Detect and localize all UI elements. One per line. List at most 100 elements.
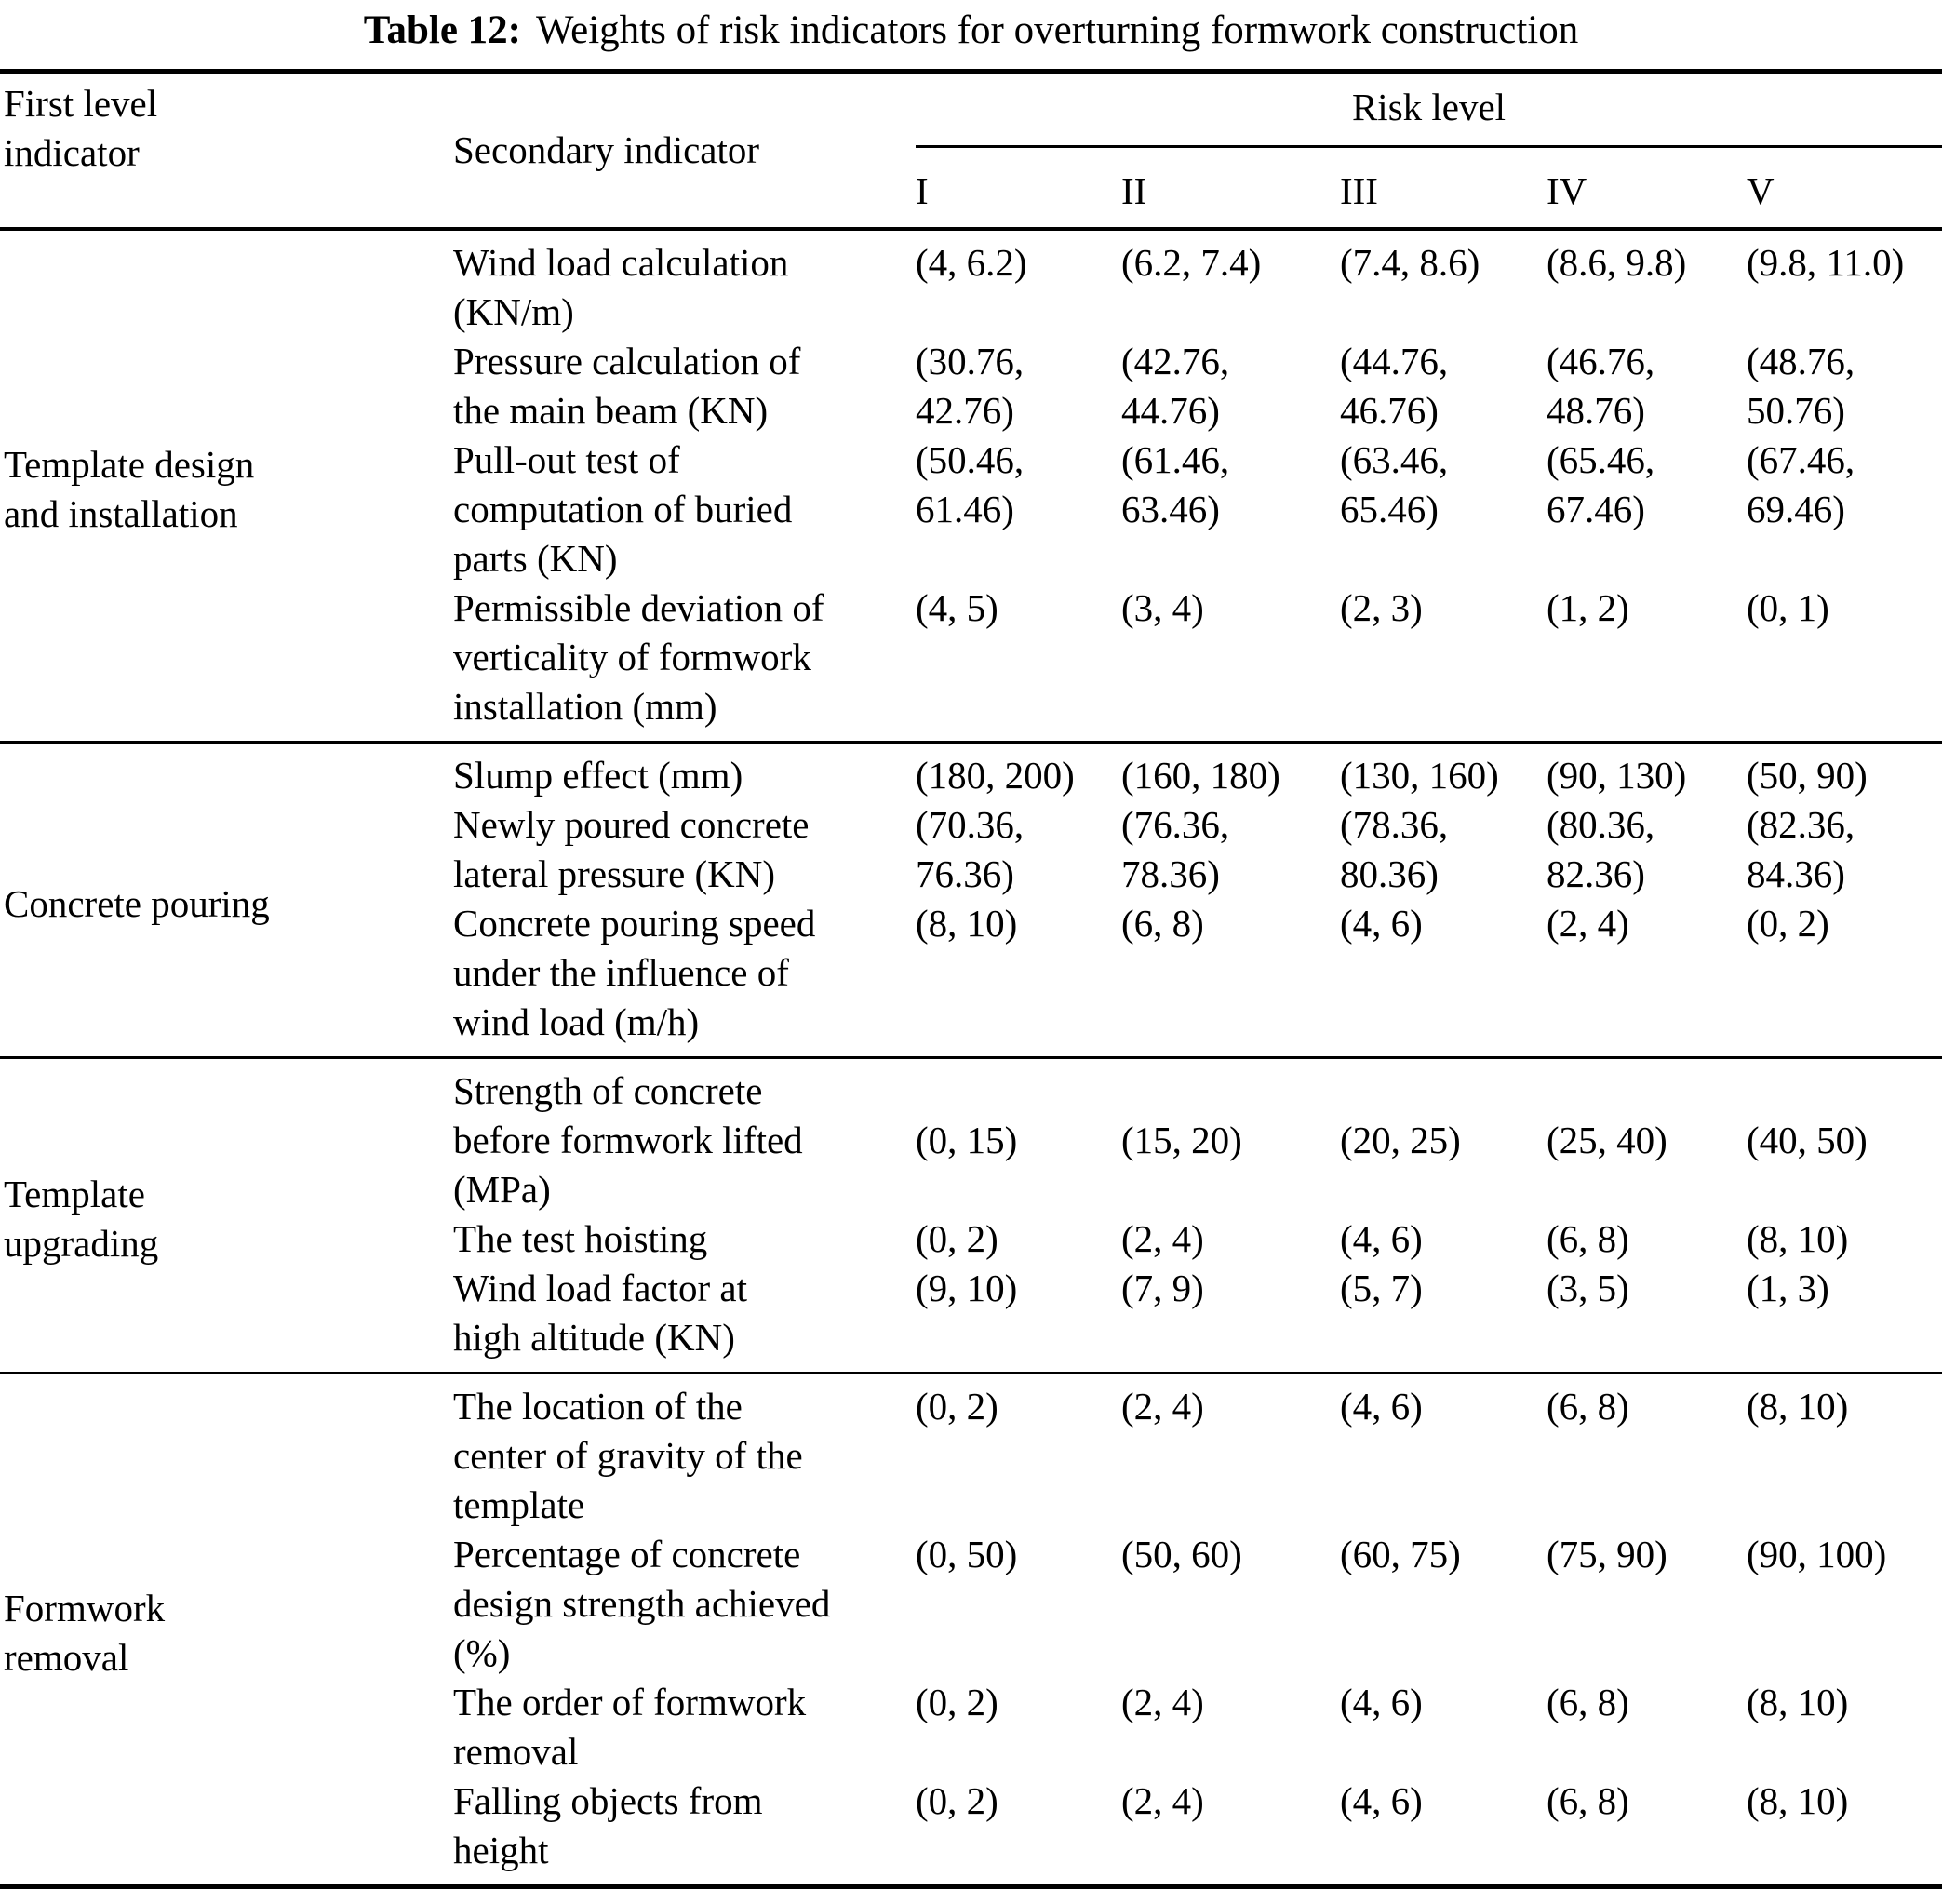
secondary-indicator-cell: The test hoisting xyxy=(453,1217,708,1260)
risk-value-cell: (6.2, 7.4) xyxy=(1121,241,1262,284)
secondary-indicator-cell: Newly poured concrete lateral pressure (… xyxy=(453,803,810,895)
risk-value-cell: (65.46, 67.46) xyxy=(1547,438,1655,530)
table-caption-text: Weights of risk indicators for overturni… xyxy=(535,8,1579,52)
risk-value-cell: (2, 4) xyxy=(1121,1681,1204,1723)
risk-value-cell: (61.46, 63.46) xyxy=(1121,438,1230,530)
risk-value-cell: (46.76, 48.76) xyxy=(1547,340,1655,432)
risk-value-cell: (67.46, 69.46) xyxy=(1747,438,1855,530)
risk-value-cell: (8, 10) xyxy=(1747,1681,1849,1723)
secondary-indicator-cell: Permissible deviation of verticality of … xyxy=(453,586,824,728)
risk-value-cell: (60, 75) xyxy=(1340,1533,1461,1575)
secondary-indicator-cell: Pull-out test of computation of buried p… xyxy=(453,438,793,580)
risk-value-cell: (0, 50) xyxy=(916,1533,1018,1575)
table-row: Permissible deviation of verticality of … xyxy=(0,583,1942,743)
risk-value-cell: (6, 8) xyxy=(1547,1385,1629,1428)
risk-value-cell: (7, 9) xyxy=(1121,1267,1204,1309)
risk-value-cell: (76.36, 78.36) xyxy=(1121,803,1230,895)
risk-value-cell: (8, 10) xyxy=(1747,1779,1849,1822)
risk-value-cell: (4, 6.2) xyxy=(916,241,1027,284)
risk-value-cell: (9, 10) xyxy=(916,1267,1018,1309)
risk-value-cell: (4, 5) xyxy=(916,586,998,629)
table-row: Falling objects from height (0, 2) (2, 4) (… xyxy=(0,1777,1942,1887)
risk-value-cell: (180, 200) xyxy=(916,754,1075,797)
risk-value-cell: (0, 2) xyxy=(916,1681,998,1723)
table-row: Pull-out test of computation of buried p… xyxy=(0,436,1942,583)
header-row-risk-levels: I II III IV V xyxy=(0,147,1942,230)
risk-value-cell: (40, 50) xyxy=(1747,1119,1868,1161)
risk-value-cell: (50.46, 61.46) xyxy=(916,438,1025,530)
risk-level-header-III: III xyxy=(1340,169,1378,212)
risk-value-cell: (1, 3) xyxy=(1747,1267,1829,1309)
risk-value-cell: (63.46, 65.46) xyxy=(1340,438,1449,530)
header-risk-level: Risk level xyxy=(916,71,1942,148)
risk-value-cell: (0, 2) xyxy=(916,1779,998,1822)
first-level-indicator-cell: Formwork removal xyxy=(4,1587,166,1679)
risk-level-header-V: V xyxy=(1747,169,1775,212)
risk-value-cell: (6, 8) xyxy=(1547,1681,1629,1723)
risk-value-cell: (8.6, 9.8) xyxy=(1547,241,1687,284)
risk-value-cell: (8, 10) xyxy=(1747,1385,1849,1428)
risk-level-header-II: II xyxy=(1121,169,1147,212)
header-secondary-indicator: Secondary indicator xyxy=(453,128,760,171)
risk-value-cell: (50, 90) xyxy=(1747,754,1868,797)
risk-value-cell: (4, 6) xyxy=(1340,1217,1423,1260)
risk-value-cell: (0, 2) xyxy=(916,1217,998,1260)
table-row: Newly poured concrete lateral pressure (… xyxy=(0,800,1942,899)
secondary-indicator-cell: Strength of concrete before formwork lif… xyxy=(453,1069,803,1211)
indicator-group: Formwork removal The location of the cent… xyxy=(0,1373,1942,1887)
first-level-indicator-cell: Template upgrading xyxy=(4,1173,159,1265)
risk-value-cell: (0, 15) xyxy=(916,1119,1018,1161)
risk-value-cell: (0, 1) xyxy=(1747,586,1829,629)
risk-value-cell: (4, 6) xyxy=(1340,1779,1423,1822)
risk-value-cell: (7.4, 8.6) xyxy=(1340,241,1480,284)
risk-value-cell: (6, 8) xyxy=(1121,902,1204,945)
table-row: Concrete pouring Slump effect (mm) (180, 2… xyxy=(0,743,1942,925)
first-level-indicator-cell: Concrete pouring xyxy=(4,881,270,925)
risk-value-cell: (4, 6) xyxy=(1340,1385,1423,1428)
risk-value-cell: (42.76, 44.76) xyxy=(1121,340,1230,432)
risk-value-cell: (78.36, 80.36) xyxy=(1340,803,1449,895)
secondary-indicator-cell: Slump effect (mm) xyxy=(453,754,743,797)
table-row: Formwork removal The location of the cent… xyxy=(0,1374,1942,1679)
header-row-top: First level indicator Secondary indicato… xyxy=(0,71,1942,174)
indicator-group: Template design and installation Wind loa… xyxy=(0,229,1942,743)
risk-value-cell: (48.76, 50.76) xyxy=(1747,340,1855,432)
risk-value-cell: (4, 6) xyxy=(1340,902,1423,945)
risk-value-cell: (70.36, 76.36) xyxy=(916,803,1025,895)
first-level-indicator-cell: Template design and installation xyxy=(4,443,255,535)
secondary-indicator-cell: The order of formwork removal xyxy=(453,1681,807,1773)
table-row: Template upgrading Strength of concrete b… xyxy=(0,1058,1942,1265)
risk-value-cell: (160, 180) xyxy=(1121,754,1280,797)
risk-level-header-I: I xyxy=(916,169,929,212)
risk-value-cell: (2, 4) xyxy=(1121,1217,1204,1260)
table-caption-label: Table 12: xyxy=(363,8,521,52)
risk-value-cell: (44.76, 46.76) xyxy=(1340,340,1449,432)
table-row: Template design and installation Wind loa… xyxy=(0,229,1942,535)
header-first-level-indicator: First level indicator xyxy=(4,82,158,174)
secondary-indicator-cell: The location of the center of gravity of… xyxy=(453,1385,803,1526)
risk-value-cell: (9.8, 11.0) xyxy=(1747,241,1905,284)
table-row: The test hoisting (0, 2) (2, 4) (4, 6) (6, 8… xyxy=(0,1214,1942,1264)
secondary-indicator-cell: Falling objects from height xyxy=(453,1779,763,1871)
table-caption: Table 12: Weights of risk indicators for … xyxy=(0,6,1942,56)
risk-value-cell: (20, 25) xyxy=(1340,1119,1461,1161)
table-row: Percentage of concrete design strength a… xyxy=(0,1530,1942,1678)
risk-value-cell: (90, 100) xyxy=(1747,1533,1887,1575)
risk-value-cell: (3, 5) xyxy=(1547,1267,1629,1309)
risk-value-cell: (25, 40) xyxy=(1547,1119,1667,1161)
secondary-indicator-cell: Concrete pouring speed under the influen… xyxy=(453,902,816,1043)
risk-value-cell: (6, 8) xyxy=(1547,1217,1629,1260)
risk-value-cell: (5, 7) xyxy=(1340,1267,1423,1309)
risk-value-cell: (90, 130) xyxy=(1547,754,1687,797)
table-row: Wind load factor at high altitude (KN) (9… xyxy=(0,1264,1942,1374)
risk-level-header-IV: IV xyxy=(1547,169,1587,212)
table-row: The order of formwork removal (0, 2) (2, 4… xyxy=(0,1678,1942,1777)
table-header: First level indicator Secondary indicato… xyxy=(0,71,1942,230)
risk-value-cell: (0, 2) xyxy=(916,1385,998,1428)
risk-value-cell: (2, 3) xyxy=(1340,586,1423,629)
risk-value-cell: (1, 2) xyxy=(1547,586,1629,629)
risk-value-cell: (80.36, 82.36) xyxy=(1547,803,1655,895)
secondary-indicator-cell: Wind load calculation (KN/m) xyxy=(453,241,789,333)
risk-value-cell: (6, 8) xyxy=(1547,1779,1629,1822)
secondary-indicator-cell: Pressure calculation of the main beam (K… xyxy=(453,340,801,432)
